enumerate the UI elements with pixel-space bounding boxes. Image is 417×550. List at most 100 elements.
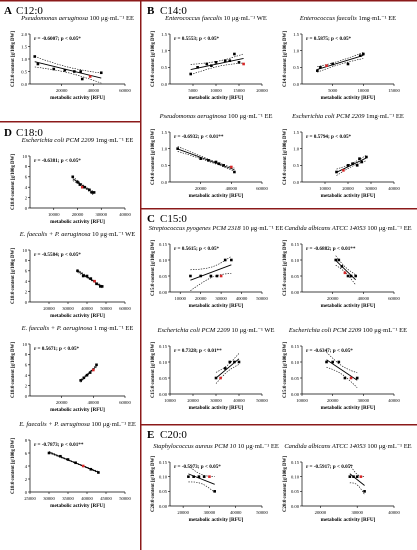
x-tick-label: 40000 xyxy=(88,88,100,93)
organism-name: Candida albicans ATCC 14053 xyxy=(284,443,367,450)
data-point xyxy=(358,157,361,160)
concentration: 100 μg·mL⁻¹ EE xyxy=(228,113,272,120)
y-tick-label: 10 xyxy=(22,248,27,253)
y-axis-label: C18:0 content [g/100g DW] xyxy=(11,154,16,210)
data-point xyxy=(214,160,218,164)
x-tick-label: 60000 xyxy=(119,400,131,405)
panel-title-c: C15:0 xyxy=(160,213,187,225)
x-tick-label: 20000 xyxy=(177,510,189,515)
data-point xyxy=(92,191,96,194)
y-tick-label: 2 xyxy=(25,383,28,388)
regression-line xyxy=(335,260,356,281)
data-point xyxy=(213,490,216,493)
y-tick-label: 0.5 xyxy=(161,163,167,168)
y-tick-label: 0.0 xyxy=(293,180,299,185)
correlation-annotation: r = -0.5973; p < 0.05* xyxy=(174,464,221,470)
x-tick-label: 10000 xyxy=(48,212,60,217)
data-point xyxy=(340,265,344,268)
data-point-highlight xyxy=(219,376,222,380)
x-axis-label: metabolic activity [RFU] xyxy=(189,95,244,101)
concentration: 100 μg·mL⁻¹ EE xyxy=(367,225,411,232)
divider-h-3 xyxy=(141,424,417,426)
y-axis-label: C18:0 content [g/100g DW] xyxy=(11,248,16,304)
y-tick-label: 0.00 xyxy=(291,290,300,295)
data-point xyxy=(47,451,51,455)
x-tick-label: 10000 xyxy=(296,398,308,403)
data-point xyxy=(360,160,364,164)
x-axis-label: metabolic activity [RFU] xyxy=(189,405,244,411)
organism-name: E. faecalis + P. aeruginosa xyxy=(21,325,94,332)
subplot-title: Candida albicans ATCC 14053 100 μg·mL⁻¹ … xyxy=(284,443,411,450)
y-tick-label: 8 xyxy=(25,438,28,443)
data-point xyxy=(316,69,319,72)
y-tick-label: 0.0 xyxy=(293,82,299,87)
concentration: 100 μg·mL⁻¹ EE xyxy=(90,15,134,22)
confidence-band-lower xyxy=(215,364,240,384)
x-tick-label: 30000 xyxy=(215,296,227,301)
y-tick-label: 0.10 xyxy=(159,360,168,365)
concentration: 1mg·mL⁻¹ EE xyxy=(358,15,396,22)
x-tick-label: 20000 xyxy=(256,88,268,93)
y-tick-label: 1.0 xyxy=(293,146,299,151)
subplot-b2: Enterococcus faecalis 1mg·mL⁻¹ EE r = 0.5… xyxy=(283,15,400,101)
y-tick-label: 0.05 xyxy=(291,376,300,381)
correlation-annotation: r = 0.5615; p < 0.05* xyxy=(174,246,220,252)
correlation-annotation: r = -0.6932; p < 0.01** xyxy=(174,134,224,140)
data-point xyxy=(189,72,192,76)
y-tick-label: 0.10 xyxy=(291,474,300,479)
data-point xyxy=(217,162,221,165)
x-axis-label: metabolic activity [RFU] xyxy=(50,407,105,413)
data-point xyxy=(233,52,236,56)
confidence-band-lower xyxy=(326,366,358,388)
data-point xyxy=(36,62,40,66)
subplot-title: Staphylococcus aureus PCM 10 10 μg·mL⁻¹ … xyxy=(153,443,279,450)
data-point xyxy=(85,373,89,377)
data-point xyxy=(215,274,219,278)
panel-title-a: C12:0 xyxy=(16,5,43,17)
x-tick-label: 30000 xyxy=(96,212,108,217)
data-point xyxy=(189,274,192,278)
data-point xyxy=(78,183,82,186)
data-point xyxy=(237,360,241,364)
x-tick-label: 60000 xyxy=(119,88,131,93)
correlation-annotation: r = -0.6007; p < 0.05* xyxy=(34,36,81,42)
x-tick-label: 40000 xyxy=(358,296,370,301)
y-axis-label: C15:0 content [g/100g DW] xyxy=(283,342,288,398)
x-tick-label: 50000 xyxy=(256,510,268,515)
regression-line xyxy=(190,264,232,281)
data-point xyxy=(197,475,201,478)
y-tick-label: 4 xyxy=(25,279,28,284)
data-point xyxy=(82,376,86,380)
data-point xyxy=(210,64,213,67)
organism-name: Enterococcus faecalis xyxy=(299,15,359,22)
x-tick-label: 35000 xyxy=(62,496,74,501)
x-tick-label: 45000 xyxy=(100,496,112,501)
correlation-annotation: r = 0.5875; p < 0.05* xyxy=(306,36,352,42)
data-point xyxy=(88,188,91,192)
panel-letter-d: D xyxy=(4,127,12,139)
confidence-band-upper xyxy=(34,56,102,74)
y-tick-label: 0.10 xyxy=(159,474,168,479)
concentration: 100 μg·mL⁻¹ EE xyxy=(92,421,136,428)
data-point xyxy=(52,67,56,71)
regression-line xyxy=(317,54,364,70)
y-tick-label: 2 xyxy=(25,289,28,294)
x-tick-label: 20000 xyxy=(56,88,68,93)
organism-name: Escherichia coli PCM 2209 xyxy=(156,327,231,334)
data-point xyxy=(81,274,85,278)
y-tick-label: 1.5 xyxy=(161,32,167,37)
y-axis-label: C18:0 content [g/100g DW] xyxy=(11,438,16,494)
data-point xyxy=(348,475,352,478)
subplot-title: E. faecalis + P. aeruginosa 100 μg·mL⁻¹ … xyxy=(18,421,136,428)
divider-h-1 xyxy=(0,121,141,123)
correlation-annotation: r = -0.6882; p < 0.01** xyxy=(306,246,356,252)
y-tick-label: 8 xyxy=(25,164,28,169)
data-point xyxy=(337,360,341,364)
subplot-title: Escherichia coli PCM 2209 1mg·mL⁻¹ EE xyxy=(291,113,404,120)
subplot-e2: Candida albicans ATCC 14053 100 μg·mL⁻¹ … xyxy=(283,443,412,523)
data-point xyxy=(80,77,84,81)
data-point xyxy=(331,62,334,66)
concentration: 10 μg·mL⁻¹ EE xyxy=(238,443,279,450)
subplot-e1: Staphylococcus aureus PCM 10 10 μg·mL⁻¹ … xyxy=(151,443,279,523)
confidence-band-upper xyxy=(317,52,364,67)
